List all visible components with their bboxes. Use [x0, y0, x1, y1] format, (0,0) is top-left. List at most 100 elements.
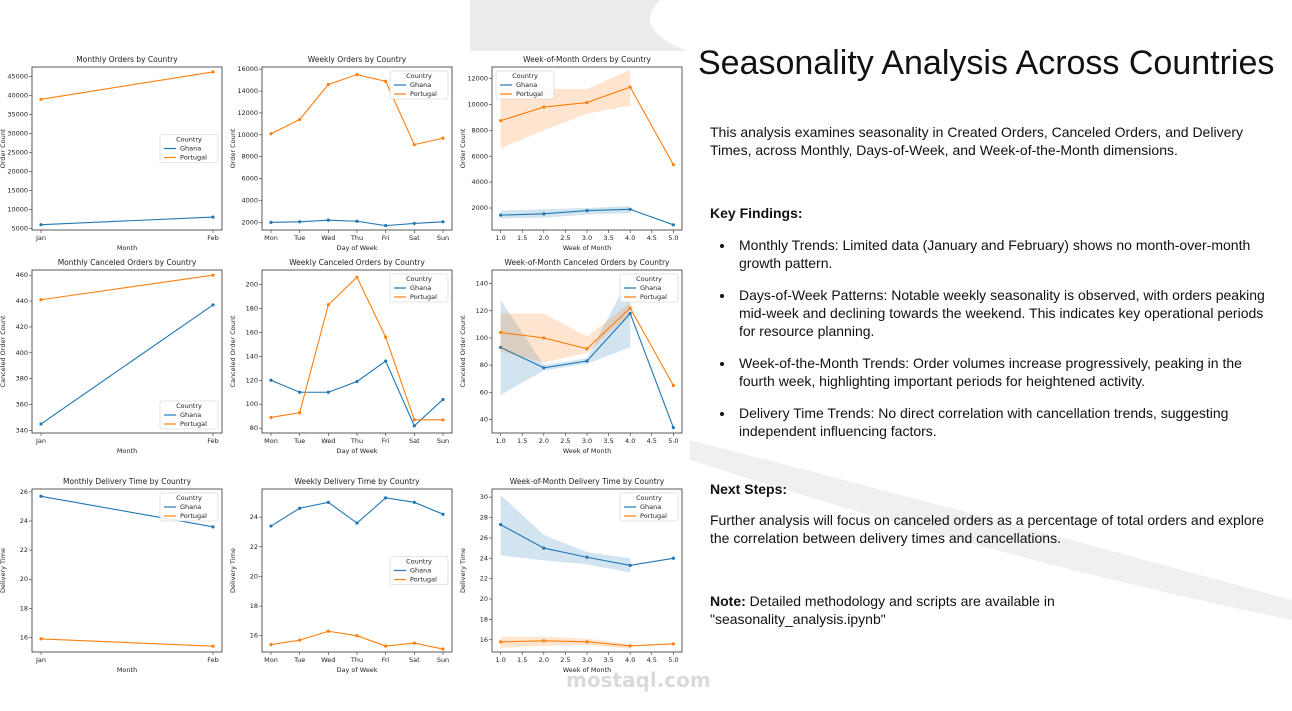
legend-title: Country: [176, 402, 202, 410]
chart: Monthly Delivery Time by Country Jan Feb Mo…: [0, 473, 228, 680]
point: [412, 641, 416, 645]
point: [671, 425, 675, 430]
note-label: Note:: [710, 593, 746, 609]
finding: Delivery Time Trends: No direct correlat…: [735, 404, 1270, 440]
y-tick-label: 45000: [7, 72, 28, 80]
point: [671, 223, 675, 227]
x-tick-label: Tue: [293, 437, 305, 445]
legend-box: [159, 134, 219, 163]
y-tick-label: 460: [16, 271, 28, 279]
y-tick-label: 360: [16, 401, 28, 409]
confidence-band: [500, 275, 631, 395]
x-tick-label: Fri: [382, 656, 390, 664]
point: [269, 415, 273, 420]
x-tick-label: Feb: [207, 656, 219, 664]
x-tick-label: 5.0: [668, 437, 678, 445]
y-tick-label: 20: [250, 572, 258, 580]
point: [628, 207, 632, 211]
x-tick-label: 5.0: [668, 234, 678, 242]
chart-title: Week-of-Month Orders by Country: [523, 55, 651, 64]
y-tick-label: 20000: [7, 167, 28, 175]
point: [412, 500, 416, 504]
plot-frame: [31, 269, 223, 434]
y-tick-label: 40000: [7, 91, 28, 99]
legend-label: Portugal: [180, 512, 207, 520]
chart-title: Monthly Orders by Country: [76, 55, 178, 64]
legend-label: Portugal: [410, 90, 437, 98]
y-tick-label: 140: [246, 352, 258, 360]
x-tick-label: Wed: [321, 437, 335, 445]
legend-title: Country: [176, 494, 202, 502]
series-line: [40, 71, 214, 100]
x-tick-label: 3.0: [582, 234, 592, 242]
point: [441, 220, 445, 224]
y-tick-label: 16: [250, 632, 258, 640]
y-tick-label: 18: [480, 615, 488, 623]
y-tick-label: 24: [20, 517, 28, 525]
legend-title: Country: [406, 275, 432, 283]
x-tick-label: Mon: [264, 656, 278, 664]
x-tick-label: Thu: [350, 437, 363, 445]
x-tick-label: Sun: [437, 656, 449, 664]
point: [628, 311, 632, 316]
point: [384, 644, 388, 648]
background-shape: [470, 0, 690, 52]
point: [499, 213, 503, 217]
y-tick-label: 10000: [7, 205, 28, 213]
legend-title: Country: [636, 494, 662, 502]
point: [269, 132, 273, 136]
y-tick-label: 380: [16, 375, 28, 383]
x-tick-label: 3.0: [582, 656, 592, 664]
point: [499, 523, 503, 527]
legend-box: [389, 70, 449, 100]
legend-label: Portugal: [640, 512, 667, 520]
legend-label: Portugal: [410, 293, 437, 301]
point: [671, 642, 675, 646]
y-tick-label: 400: [16, 349, 28, 357]
point: [585, 347, 589, 351]
chart-background: [460, 51, 688, 258]
legend-label: Ghana: [410, 567, 431, 575]
y-tick-label: 28: [480, 514, 488, 522]
series-line: [40, 216, 214, 226]
y-tick-label: 20: [20, 575, 28, 583]
series-line: [40, 274, 214, 301]
x-axis-label: Day of Week: [336, 666, 377, 674]
finding: Days-of-Week Patterns: Notable weekly se…: [735, 286, 1270, 340]
y-tick-label: 4000: [471, 178, 488, 186]
y-tick-label: 20: [480, 595, 488, 603]
finding: Week-of-the-Month Trends: Order volumes …: [735, 354, 1270, 390]
legend-title: Country: [636, 275, 662, 283]
point: [384, 224, 388, 228]
x-axis-label: Week of Month: [563, 244, 612, 252]
point: [39, 637, 43, 641]
x-tick-label: 4.5: [647, 656, 657, 664]
series-line: [40, 638, 214, 647]
series-line: [40, 304, 214, 425]
point: [326, 500, 330, 504]
x-tick-label: 3.5: [603, 656, 613, 664]
x-tick-label: 2.5: [560, 234, 570, 242]
y-tick-label: 10000: [237, 131, 258, 139]
legend-label: Ghana: [410, 81, 431, 89]
point: [298, 220, 302, 224]
y-tick-label: 6000: [241, 175, 258, 183]
x-axis-label: Month: [117, 666, 137, 674]
x-tick-label: 3.5: [603, 437, 613, 445]
chart-title: Week-of-Month Delivery Time by Country: [510, 477, 665, 486]
point: [441, 136, 445, 140]
x-tick-label: Jan: [35, 656, 46, 664]
findings-list: Monthly Trends: Limited data (January an…: [710, 236, 1270, 440]
point: [412, 143, 416, 147]
legend-label: Portugal: [180, 420, 207, 428]
chart: Weekly Canceled Orders by Country Mon Tue W…: [229, 254, 458, 461]
point: [39, 494, 43, 498]
x-tick-label: Sun: [437, 234, 449, 242]
chart-title: Weekly Delivery Time by Country: [294, 477, 420, 486]
point: [412, 221, 416, 226]
point: [412, 418, 416, 422]
point: [585, 100, 589, 105]
x-tick-label: Sun: [437, 437, 449, 445]
point: [355, 275, 359, 279]
